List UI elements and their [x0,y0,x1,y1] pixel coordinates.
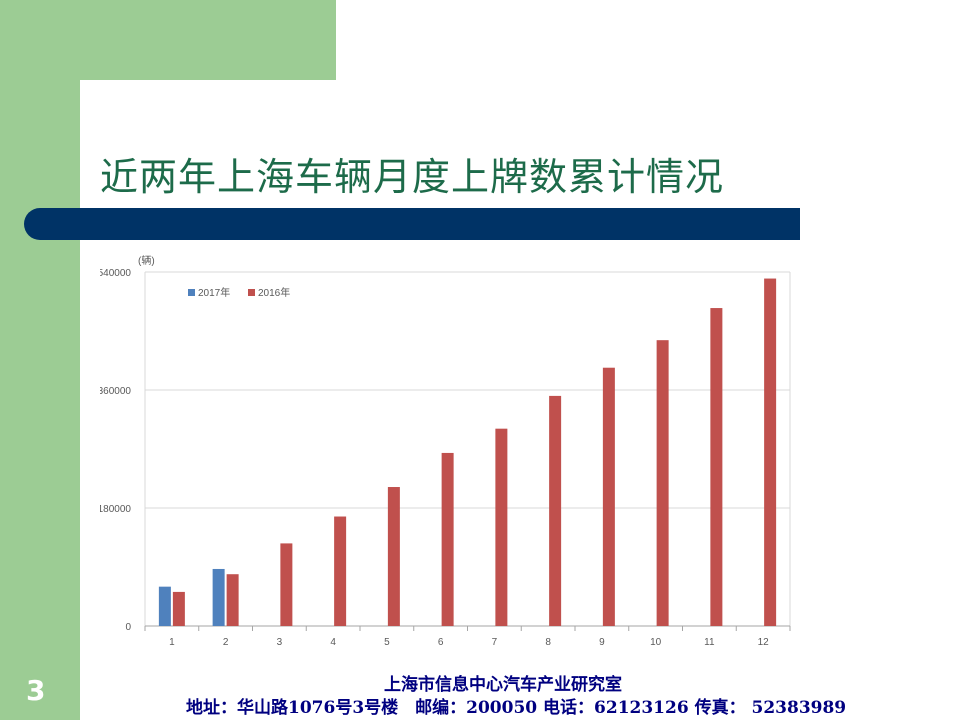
bar-2016年-11 [710,308,723,626]
x-tick-label: 9 [599,637,605,646]
x-tick-label: 5 [384,637,390,646]
x-tick-label: 7 [492,637,498,646]
slide-number: 3 [26,674,46,707]
footer-organization: 上海市信息中心汽车产业研究室 [384,675,622,695]
x-tick-label: 2 [223,637,229,646]
bar-2017年-1 [158,586,171,626]
left-green-band [0,0,80,720]
y-tick-label: 360000 [100,386,131,397]
footer-contact: 地址：华山路1076号3号楼 邮编：200050 电话：62123126 传真：… [186,698,847,718]
x-tick-label: 12 [758,637,770,646]
x-tick-label: 8 [545,637,551,646]
bar-2016年-2 [226,574,239,626]
title-underline-bar [24,208,800,240]
legend-swatch [248,289,255,296]
x-tick-label: 3 [277,637,283,646]
x-tick-label: 6 [438,637,444,646]
legend-label: 2017年 [198,286,230,299]
y-tick-label: 180000 [100,504,131,515]
bar-2017年-2 [212,568,225,626]
x-tick-label: 10 [650,637,662,646]
bar-2016年-8 [549,395,562,626]
bar-2016年-12 [764,278,777,626]
bar-2016年-7 [495,428,508,626]
y-unit-label: (辆) [138,254,155,267]
x-tick-label: 1 [169,637,175,646]
top-green-band [80,0,336,80]
bar-2016年-6 [441,452,454,626]
bar-2016年-9 [602,367,615,626]
bar-2016年-1 [172,591,185,626]
bar-2016年-3 [280,543,293,626]
bar-2016年-4 [334,516,347,626]
x-tick-label: 4 [330,637,336,646]
x-tick-label: 11 [704,637,715,646]
y-tick-label: 540000 [100,268,131,279]
legend-label: 2016年 [258,286,290,299]
bar-2016年-10 [656,340,669,626]
bar-2016年-5 [387,487,400,626]
y-tick-label: 0 [125,622,131,633]
legend-swatch [188,289,195,296]
slide-title: 近两年上海车辆月度上牌数累计情况 [100,155,725,199]
